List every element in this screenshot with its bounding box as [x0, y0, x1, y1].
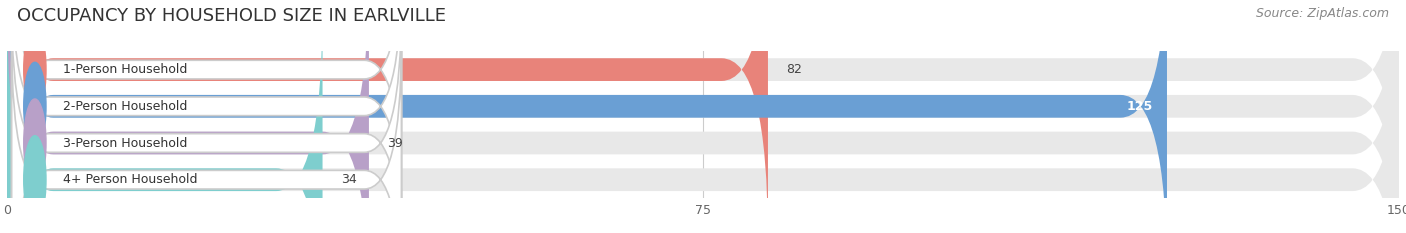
- Text: OCCUPANCY BY HOUSEHOLD SIZE IN EARLVILLE: OCCUPANCY BY HOUSEHOLD SIZE IN EARLVILLE: [17, 7, 446, 25]
- Text: Source: ZipAtlas.com: Source: ZipAtlas.com: [1256, 7, 1389, 20]
- FancyBboxPatch shape: [7, 0, 1167, 233]
- Circle shape: [24, 99, 46, 187]
- Text: 4+ Person Household: 4+ Person Household: [63, 173, 197, 186]
- Circle shape: [24, 26, 46, 114]
- FancyBboxPatch shape: [7, 8, 1399, 233]
- FancyBboxPatch shape: [7, 8, 322, 233]
- FancyBboxPatch shape: [7, 0, 1399, 233]
- FancyBboxPatch shape: [7, 0, 1399, 233]
- FancyBboxPatch shape: [11, 0, 402, 233]
- FancyBboxPatch shape: [7, 0, 768, 233]
- Text: 39: 39: [388, 137, 404, 150]
- Text: 125: 125: [1126, 100, 1153, 113]
- FancyBboxPatch shape: [11, 42, 402, 233]
- Text: 34: 34: [342, 173, 357, 186]
- Text: 1-Person Household: 1-Person Household: [63, 63, 187, 76]
- Text: 82: 82: [786, 63, 803, 76]
- FancyBboxPatch shape: [11, 0, 402, 207]
- FancyBboxPatch shape: [11, 6, 402, 233]
- Text: 2-Person Household: 2-Person Household: [63, 100, 187, 113]
- FancyBboxPatch shape: [7, 0, 368, 233]
- Circle shape: [24, 136, 46, 224]
- Circle shape: [24, 62, 46, 150]
- Text: 3-Person Household: 3-Person Household: [63, 137, 187, 150]
- FancyBboxPatch shape: [7, 0, 1399, 233]
